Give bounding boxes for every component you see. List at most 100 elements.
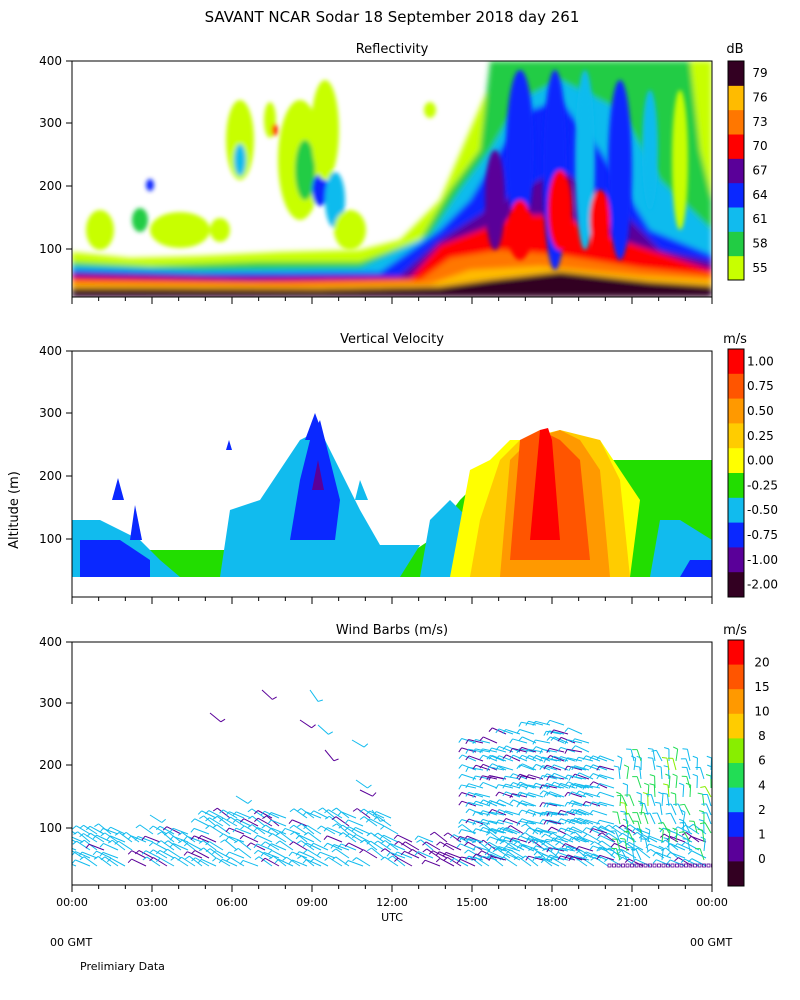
wind-barb — [571, 836, 587, 843]
wind-barb-flag — [509, 837, 514, 843]
wind-barb — [432, 850, 448, 859]
wind-barb — [554, 781, 569, 789]
wind-barb — [159, 849, 175, 859]
wind-barb-flag — [302, 842, 307, 847]
wind-barb — [549, 791, 565, 798]
wind-barb-flag — [682, 838, 688, 840]
wind-barb-flag — [590, 825, 595, 830]
wind-barb — [505, 728, 521, 735]
calm-marker — [639, 863, 643, 868]
wind-barb — [103, 842, 119, 851]
wind-barb — [667, 838, 670, 852]
wind-barb — [397, 857, 413, 867]
wind-barb-flag — [518, 747, 523, 752]
wind-barb-flag — [532, 755, 537, 760]
wind-barb-flag — [393, 851, 398, 857]
wind-barb-flag — [488, 727, 493, 732]
wind-barb — [519, 728, 535, 735]
velocity-panel: Vertical Velocity 10 — [39, 332, 778, 604]
wind-barb-flag — [323, 827, 328, 832]
wind-barb-flag — [106, 835, 111, 841]
wind-barb-flag — [380, 825, 385, 830]
wind-barb-flag — [367, 847, 372, 852]
wind-barb-flag — [99, 852, 104, 857]
wind-barb — [520, 844, 535, 852]
wind-barb-flag — [655, 801, 661, 804]
wind-barb — [656, 812, 663, 825]
wind-barb — [682, 784, 685, 798]
wind-barb-flag — [525, 809, 530, 814]
wind-barb-flag — [513, 841, 518, 846]
wind-barb — [512, 773, 528, 780]
wind-barb-flag — [442, 852, 447, 857]
wind-barb-flag — [700, 836, 706, 840]
wind-barb-flag — [557, 756, 562, 761]
reflectivity-y-ticks: 100 200 300 400 — [39, 54, 72, 256]
wind-barb-flag — [518, 736, 523, 741]
wind-barb-flag — [219, 833, 224, 838]
wind-barb — [686, 749, 691, 762]
wind-barb — [626, 767, 630, 780]
calm-marker — [688, 863, 693, 868]
wind-barb-flag — [596, 846, 600, 852]
wind-barb — [167, 848, 182, 859]
windbarb-x-ticks — [71, 885, 713, 892]
colorbar-swatch — [728, 640, 744, 666]
wind-barb-flag — [380, 840, 386, 844]
wind-barb-flag — [345, 833, 350, 838]
wind-barb — [299, 719, 312, 729]
wind-barb-flag — [414, 835, 419, 841]
wind-barb — [383, 834, 399, 843]
wind-barb-flag — [543, 783, 548, 788]
wind-barb-flag — [127, 835, 132, 840]
wind-barb-flag — [464, 849, 469, 854]
wind-barb-flag — [457, 824, 463, 828]
wind-barb-flag — [525, 748, 529, 754]
wind-barb — [703, 839, 706, 852]
wind-barb-flag — [191, 857, 196, 862]
wind-barb — [229, 811, 245, 819]
wind-barb — [599, 782, 615, 789]
wind-barb — [418, 851, 434, 859]
wind-barb-flag — [568, 809, 573, 814]
wind-barb-flag — [394, 841, 399, 846]
wind-barb-flag — [472, 820, 476, 826]
wind-barb-flag — [706, 755, 712, 759]
wind-barb — [599, 846, 615, 852]
vv-ytick-300: 300 — [39, 406, 62, 420]
wind-barb-flag — [557, 810, 562, 815]
wind-barb-flag — [156, 857, 161, 862]
wind-barb-flag — [247, 824, 253, 828]
wind-barb — [549, 819, 565, 825]
wind-barb-flag — [649, 783, 655, 786]
wind-barb-flag — [658, 791, 664, 795]
wind-barb-flag — [261, 841, 266, 846]
wind-barb-flag — [571, 802, 575, 808]
wind-barb-flag — [550, 847, 554, 853]
wind-barb — [599, 765, 615, 771]
wind-barb — [647, 784, 650, 798]
wind-barb-flag — [659, 827, 664, 833]
wind-barb-flag — [582, 792, 587, 798]
wind-barb-flag — [477, 850, 483, 855]
wind-barb — [592, 764, 608, 771]
wind-barb-flag — [156, 840, 162, 845]
wind-barb — [335, 816, 350, 827]
wind-barb-flag — [620, 837, 626, 840]
colorbar-swatch — [728, 836, 744, 862]
wind-barb-flag — [516, 844, 521, 849]
wind-barb-flag — [617, 755, 623, 759]
colorbar-swatch — [728, 664, 744, 690]
wind-barb-flag — [337, 843, 342, 849]
wind-barb-flag — [443, 857, 448, 861]
wind-barb-flag — [479, 782, 484, 787]
wind-barb-flag — [502, 729, 507, 734]
velocity-x-ticks — [71, 597, 713, 604]
wind-barb-flag — [532, 764, 537, 769]
wind-barb-flag — [674, 857, 679, 862]
wind-barb-flag — [488, 856, 492, 861]
wind-barb-flag — [679, 821, 685, 824]
colorbar-swatch — [728, 349, 744, 375]
wind-barb — [201, 810, 217, 819]
wind-barb — [503, 856, 518, 867]
